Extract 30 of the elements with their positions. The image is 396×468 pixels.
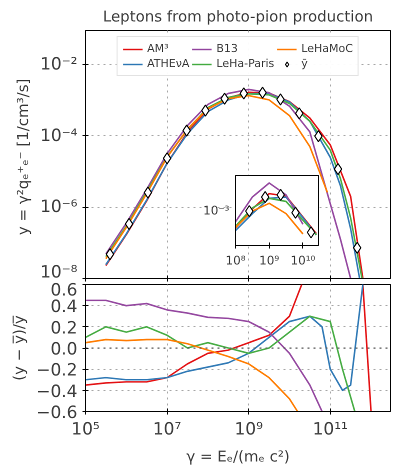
x-tick-label: 10⁸ — [225, 254, 246, 268]
y-tick-label: −0.4 — [36, 382, 78, 402]
chart-title: Leptons from photo-pion production — [102, 8, 374, 26]
point — [260, 191, 270, 204]
y-tick-label: 10⁻⁴ — [40, 126, 78, 146]
y-tick-label: 10⁻⁸ — [40, 262, 78, 282]
point — [276, 188, 285, 201]
y-tick-label: 0.2 — [50, 318, 78, 338]
x-tick-label: 10⁷ — [152, 420, 182, 440]
y-tick-label: 10⁻⁶ — [40, 197, 78, 218]
legend-label: LeHaMoC — [301, 42, 353, 55]
point — [306, 226, 316, 238]
x-tick-label: 10⁹ — [259, 254, 280, 268]
legend-label: B13 — [216, 42, 238, 55]
y-axis-title: y = γ²qₑ⁺ₑ⁻ [1/cm³/s] — [14, 78, 32, 236]
legend-label: ȳ — [301, 57, 309, 70]
x-axis-title: γ = Eₑ/(mₑ c²) — [186, 448, 290, 466]
annotation: 10⁻³ — [203, 204, 230, 218]
legend-label: ATHEνA — [147, 57, 190, 70]
y-axis-title: (y − y̅)/y̅ — [10, 314, 28, 381]
legend-label: LeHa-Paris — [216, 57, 274, 70]
y-tick-label: 0.0 — [50, 340, 78, 360]
x-tick-label: 10¹¹ — [312, 420, 348, 440]
y-tick-label: 10⁻² — [40, 54, 78, 75]
x-tick-label: 10⁹ — [234, 420, 264, 440]
point — [291, 206, 300, 219]
x-tick-label: 10¹⁰ — [290, 254, 316, 268]
legend-label: AM³ — [147, 42, 169, 55]
y-tick-label: −0.2 — [36, 360, 78, 381]
point — [245, 205, 254, 218]
